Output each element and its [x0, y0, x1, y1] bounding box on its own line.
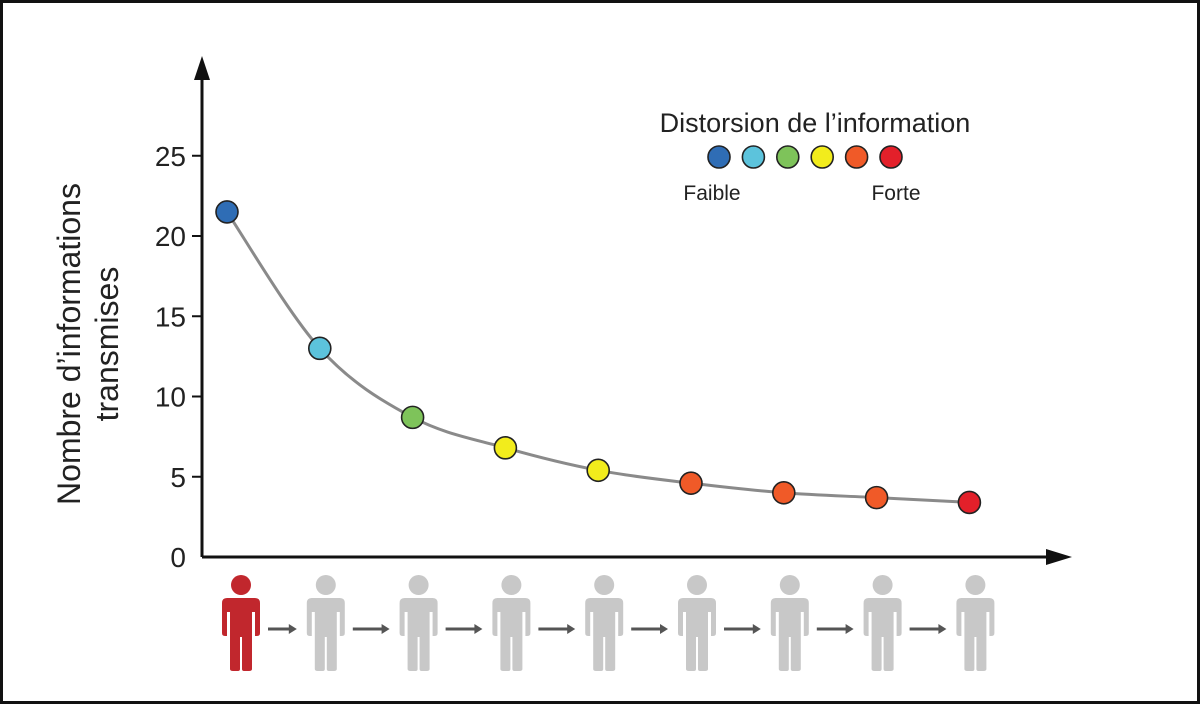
- data-point: [864, 485, 889, 510]
- chain-arrowhead: [381, 624, 390, 634]
- data-point: [493, 436, 518, 460]
- person-body: [585, 598, 624, 671]
- y-axis-label-line1: Nombre d’informations: [51, 183, 87, 505]
- data-point: [679, 471, 703, 495]
- legend-swatches: [707, 145, 903, 169]
- legend: Distorsion de l’information Faible Forte: [660, 108, 971, 205]
- person-icon: [585, 575, 624, 671]
- person-icon: [222, 575, 260, 671]
- series: [215, 200, 982, 515]
- person-body: [956, 598, 995, 671]
- legend-low-label: Faible: [683, 182, 740, 205]
- person-head: [231, 575, 251, 595]
- chain-arrowhead: [938, 624, 947, 634]
- chain-arrowhead: [752, 624, 761, 634]
- person-body: [399, 598, 438, 671]
- person-body: [306, 598, 345, 671]
- data-point: [957, 490, 982, 515]
- person-head: [408, 575, 429, 595]
- data-point: [771, 480, 796, 505]
- y-tick-label: 25: [155, 141, 186, 172]
- y-tick-label: 0: [170, 542, 186, 573]
- person-icon: [492, 575, 531, 671]
- y-tick-label: 10: [155, 382, 186, 413]
- legend-swatch: [810, 145, 835, 169]
- x-axis-arrow: [1046, 549, 1072, 565]
- person-head: [687, 575, 707, 595]
- chain-arrowhead: [660, 624, 668, 634]
- person-icon: [678, 575, 716, 671]
- y-tick-label: 20: [155, 221, 186, 252]
- chain-arrowhead: [567, 624, 576, 634]
- y-tick-label: 5: [170, 462, 186, 493]
- data-point: [215, 200, 239, 224]
- legend-swatch: [741, 145, 766, 169]
- y-axis-arrow: [194, 56, 210, 80]
- person-icon: [863, 575, 902, 671]
- y-tick-label: 15: [155, 301, 186, 332]
- person-icon: [399, 575, 438, 671]
- chain-arrowhead: [845, 624, 854, 634]
- data-point: [307, 336, 332, 361]
- person-body: [770, 598, 809, 671]
- y-axis-label: Nombre d’informations transmises: [50, 183, 126, 505]
- data-point: [586, 458, 611, 483]
- legend-swatch: [707, 145, 731, 169]
- person-head: [594, 575, 615, 595]
- person-head: [965, 575, 986, 595]
- person-icon: [770, 575, 809, 671]
- person-head: [779, 575, 800, 595]
- legend-high-label: Forte: [871, 182, 920, 205]
- y-ticks: 0 5 10 15 20 25: [155, 141, 202, 573]
- legend-swatch: [775, 145, 800, 169]
- legend-title: Distorsion de l’information: [660, 108, 971, 138]
- person-head: [501, 575, 522, 595]
- person-icon: [306, 575, 345, 671]
- data-point: [400, 405, 425, 430]
- person-body: [863, 598, 902, 671]
- legend-swatch: [844, 145, 869, 169]
- people-chain: [222, 575, 995, 671]
- chain-arrowhead: [288, 624, 297, 634]
- person-body: [678, 598, 716, 671]
- person-head: [872, 575, 893, 595]
- person-body: [222, 598, 260, 671]
- person-head: [315, 575, 336, 595]
- chain-arrowhead: [474, 624, 483, 634]
- legend-swatch: [879, 145, 903, 169]
- person-body: [492, 598, 531, 671]
- person-icon: [956, 575, 995, 671]
- y-axis-label-line2: transmises: [89, 266, 125, 422]
